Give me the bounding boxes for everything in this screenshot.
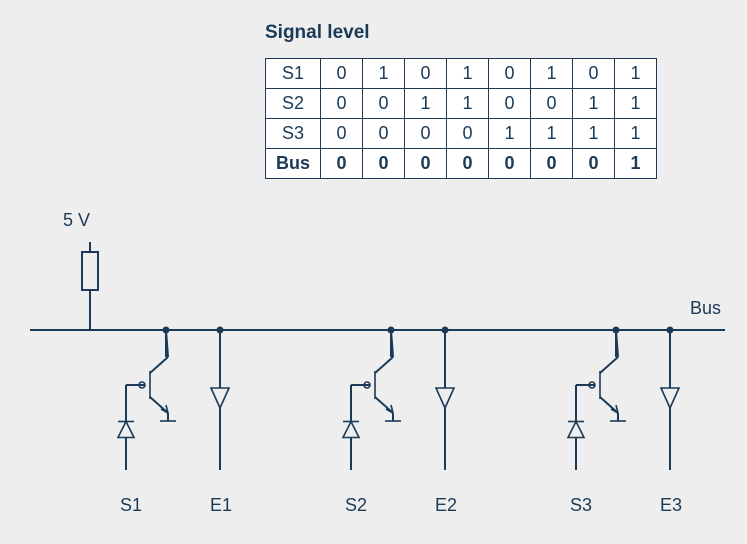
- diagram-canvas: { "title": { "text": "Signal level", "x"…: [0, 0, 747, 544]
- circuit-svg: [0, 0, 747, 544]
